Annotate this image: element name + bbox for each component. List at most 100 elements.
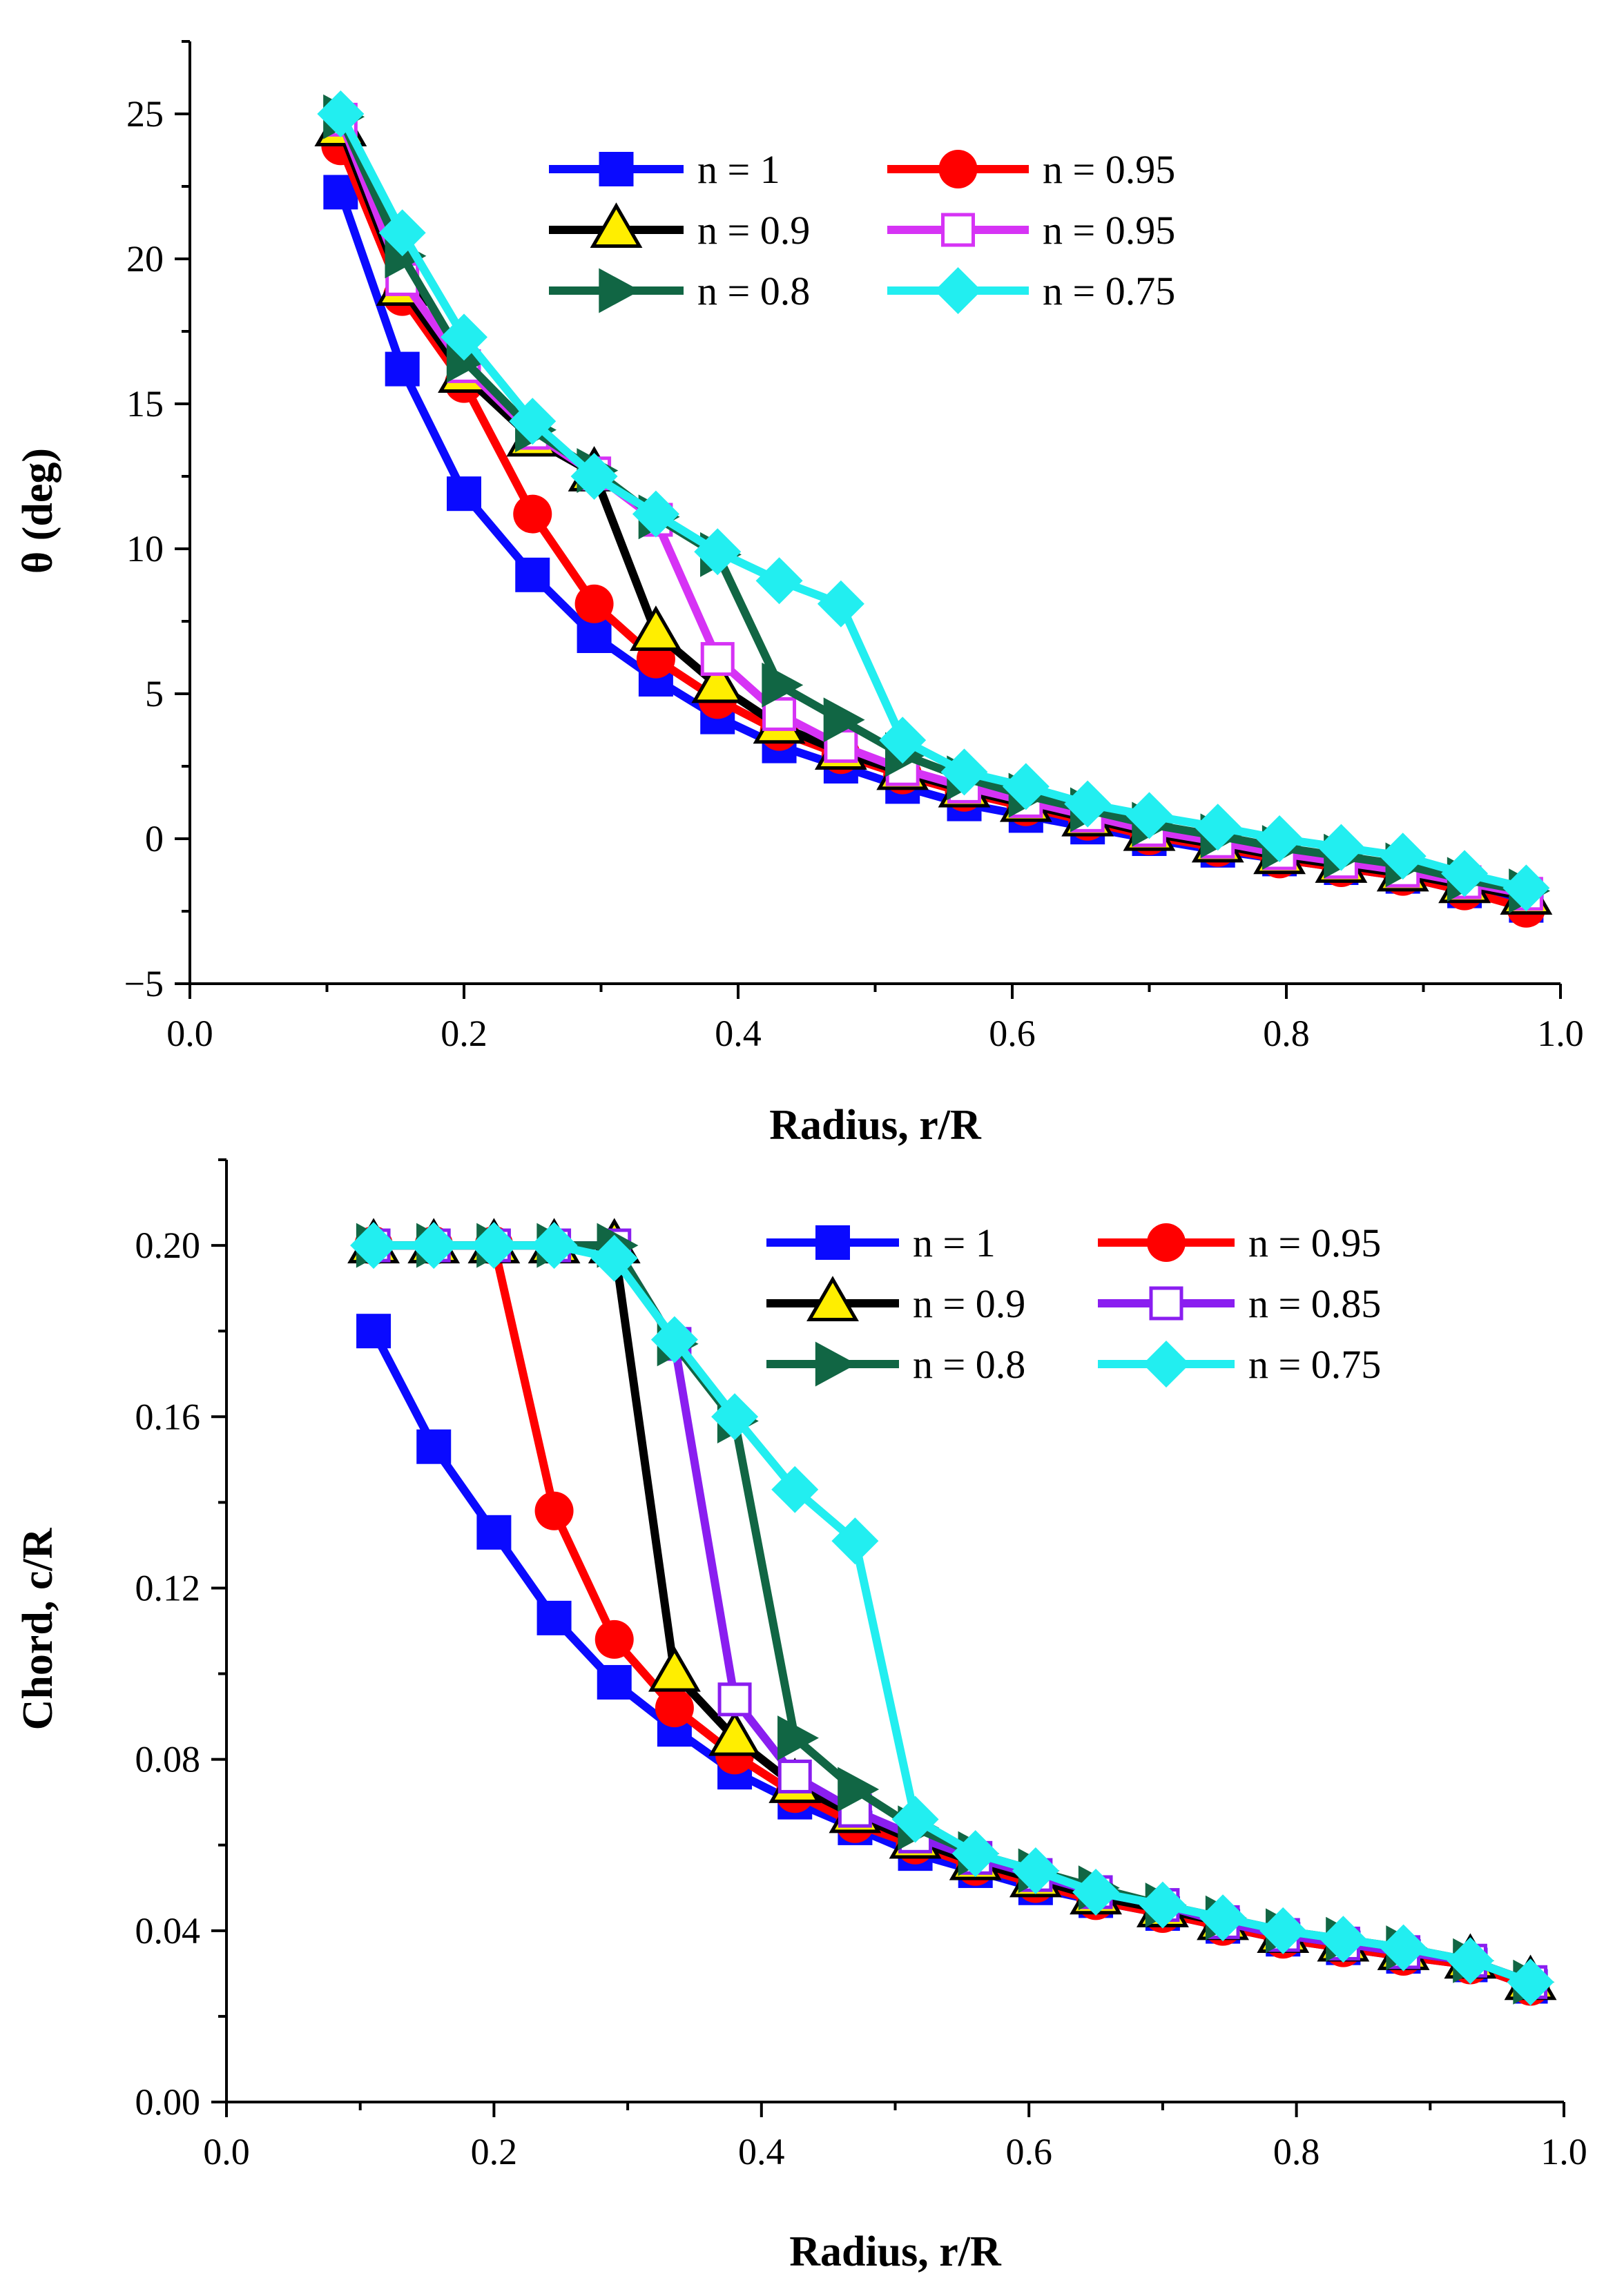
marker-diamond [1502, 864, 1550, 912]
marker-diamond [951, 1830, 999, 1878]
y-tick-label: 0.20 [135, 1225, 201, 1266]
marker-diamond [441, 313, 487, 361]
marker-circle [1147, 1223, 1186, 1262]
marker-diamond [1199, 1894, 1247, 1942]
marker-diamond [1125, 792, 1173, 839]
series-line [369, 1329, 1532, 1991]
legend: n = 1 n = 0.95 n = 0.9 n = 0.95 n = 0.8 n = 0… [549, 147, 1175, 314]
marker-diamond [711, 1393, 759, 1441]
marker-triangle-right [599, 268, 641, 313]
y-tick-label: 0 [145, 818, 164, 859]
marker-diamond [771, 1466, 819, 1513]
marker-circle [938, 150, 978, 188]
marker-triangle-right [762, 662, 804, 708]
y-axis-title: θ (deg) [14, 448, 61, 574]
y-tick-label: 0.04 [135, 1910, 201, 1952]
legend-label: n = 0.8 [697, 269, 810, 313]
marker-diamond [817, 580, 864, 627]
marker-triangle-right [777, 1715, 819, 1761]
legend-item: n = 0.8 [549, 268, 810, 313]
marker-diamond [1256, 815, 1304, 862]
y-tick-label: 0.16 [135, 1396, 201, 1437]
x-tick-label: 0.0 [203, 2131, 250, 2172]
marker-diamond [1259, 1907, 1307, 1954]
legend-item: n = 0.95 [887, 208, 1175, 253]
y-tick-label: 0.12 [135, 1567, 201, 1608]
legend-item: n = 0.95 [1098, 1220, 1381, 1265]
marker-diamond [755, 557, 803, 605]
marker-diamond [317, 90, 365, 137]
series-line [336, 191, 1527, 910]
marker-diamond [1143, 1341, 1190, 1388]
legend-label: n = 0.95 [1043, 208, 1175, 253]
legend-item: n = 1 [549, 147, 780, 192]
marker-triangle [691, 657, 744, 703]
marker-circle [574, 584, 614, 623]
y-tick-label: 5 [145, 673, 164, 714]
x-tick-label: 1.0 [1537, 1013, 1584, 1054]
legend-item: n = 0.75 [1098, 1341, 1381, 1388]
x-tick-label: 0.4 [715, 1013, 762, 1054]
marker-diamond [1447, 1937, 1494, 1985]
legend-item: n = 0.75 [887, 267, 1175, 314]
marker-diamond [350, 1222, 398, 1269]
series-6 [317, 90, 1550, 912]
marker-diamond [1012, 1847, 1059, 1894]
marker-square [597, 1664, 632, 1700]
marker-diamond [1317, 824, 1365, 871]
legend-label: n = 0.8 [913, 1342, 1025, 1387]
series-4 [323, 102, 1543, 911]
legend-label: n = 0.75 [1043, 269, 1175, 313]
marker-square [416, 1429, 452, 1464]
marker-square [447, 476, 481, 512]
marker-diamond [590, 1234, 638, 1282]
series-5 [323, 94, 1551, 914]
legend-label: n = 1 [913, 1220, 996, 1265]
y-tick-label: −5 [124, 963, 164, 1004]
x-axis-title: Radius, r/R [769, 1102, 982, 1149]
marker-diamond [509, 398, 557, 445]
marker-triangle-right [823, 697, 865, 743]
marker-square-open [1149, 1286, 1183, 1321]
marker-square [577, 619, 612, 653]
series-3 [347, 1218, 1557, 2001]
marker-triangle [648, 1646, 701, 1692]
marker-diamond [410, 1222, 458, 1269]
marker-diamond [1379, 833, 1427, 880]
marker-square-open [941, 213, 975, 247]
marker-square [356, 1314, 392, 1349]
series-6 [350, 1222, 1554, 2006]
x-tick-label: 1.0 [1540, 2131, 1587, 2172]
marker-square [599, 152, 634, 186]
marker-circle [655, 1689, 694, 1728]
marker-circle [513, 494, 552, 534]
marker-circle [534, 1491, 574, 1530]
x-axis-title: Radius, r/R [789, 2228, 1002, 2275]
x-tick-label: 0.2 [471, 2131, 518, 2172]
legend-label: n = 0.95 [1043, 147, 1175, 192]
marker-triangle-right [838, 1767, 880, 1812]
legend: n = 1 n = 0.95 n = 0.9 n = 0.85 n = 0.8 n = 0… [766, 1220, 1381, 1388]
marker-square-open [777, 1759, 812, 1793]
marker-diamond [1002, 763, 1050, 810]
marker-diamond [831, 1517, 879, 1565]
marker-diamond [879, 717, 927, 764]
marker-triangle [708, 1710, 761, 1756]
legend-label: n = 0.9 [913, 1281, 1025, 1326]
legend-item: n = 0.8 [766, 1341, 1025, 1387]
marker-diamond [470, 1222, 518, 1269]
marker-triangle-right [815, 1341, 857, 1387]
y-axis-title: Chord, c/R [14, 1527, 61, 1730]
x-tick-label: 0.8 [1273, 2131, 1320, 2172]
chart-panel-1: 0.0 0.2 0.4 0.6 0.8 1.0 −5 0 5 10 15 20 25 Radius, r/… [14, 40, 1584, 1149]
legend-item: n = 0.85 [1098, 1281, 1381, 1326]
y-tick-label: 15 [126, 383, 164, 425]
y-tick-label: 10 [126, 528, 164, 570]
x-tick-label: 0.6 [989, 1013, 1036, 1054]
series-5 [356, 1223, 1555, 2005]
marker-diamond [1380, 1924, 1427, 1972]
marker-diamond [1507, 1958, 1554, 2006]
legend-label: n = 1 [697, 147, 780, 192]
marker-diamond [1194, 804, 1241, 851]
y-tick-label: 20 [126, 238, 164, 280]
